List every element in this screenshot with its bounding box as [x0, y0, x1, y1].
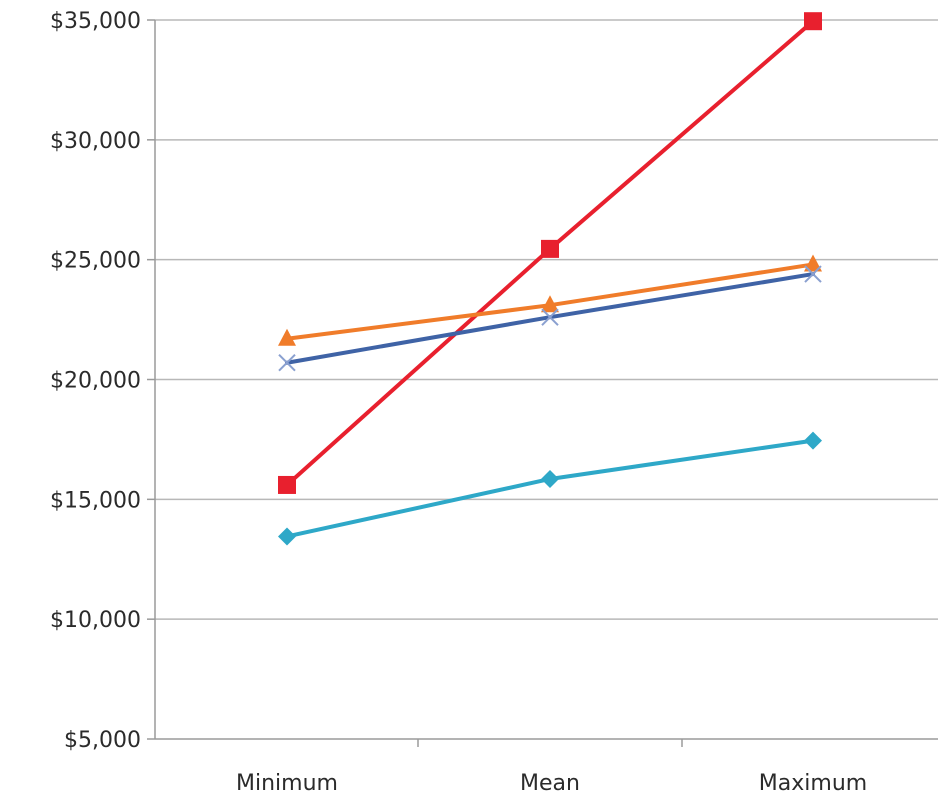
y-tick-label: $20,000: [50, 369, 141, 394]
y-tick-label: $35,000: [50, 9, 141, 34]
series-lines: [285, 19, 815, 539]
diamond-marker: [541, 469, 559, 488]
x-marker: [278, 354, 296, 372]
x-marker: [804, 265, 822, 283]
x-tick-label: Mean: [520, 771, 580, 796]
square-marker: [278, 475, 296, 494]
x-tick-label: Minimum: [236, 771, 338, 796]
y-tick-label: $25,000: [50, 249, 141, 274]
triangle-marker: [804, 254, 822, 272]
tick-labels: $5,000 $10,000 $15,000 $20,000 $25,000 $30,00…: [50, 9, 867, 796]
square-marker: [804, 12, 822, 31]
diamond-marker: [278, 527, 296, 546]
series-line-4: [285, 438, 815, 539]
series-markers: [278, 12, 822, 546]
y-tick-label: $30,000: [50, 129, 141, 154]
y-tick-label: $5,000: [64, 728, 141, 753]
x-marker: [541, 308, 559, 326]
triangle-marker: [541, 295, 559, 313]
diamond-marker: [804, 431, 822, 450]
gridlines: [155, 19, 938, 620]
y-tick-label: $10,000: [50, 608, 141, 633]
y-tick-label: $15,000: [50, 488, 141, 513]
square-marker: [541, 239, 559, 258]
x-tick-label: Maximum: [759, 771, 867, 796]
triangle-marker: [278, 328, 296, 346]
axes: [147, 19, 938, 747]
